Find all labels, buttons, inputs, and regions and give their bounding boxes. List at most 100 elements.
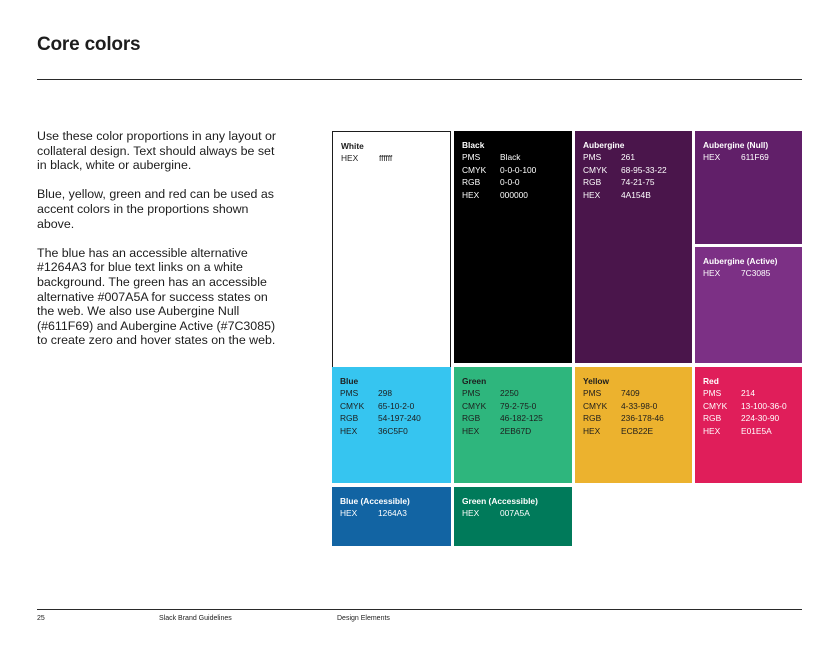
swatch-yellow: Yellow PMS 7409 CMYK 4-33-98-0 RGB 236-178-46 H… bbox=[575, 367, 692, 483]
spec-label: PMS bbox=[340, 388, 359, 399]
spec-label: RGB bbox=[462, 177, 481, 188]
swatch-spec-row: RGB 0-0-0 bbox=[462, 176, 564, 188]
spec-label: HEX bbox=[462, 425, 480, 436]
bottom-divider bbox=[37, 609, 802, 610]
paragraph-accents: Blue, yellow, green and red can be used … bbox=[37, 187, 274, 231]
swatch-name: Green (Accessible) bbox=[462, 496, 538, 506]
paragraph-accessible: The blue has an accessible alternative #… bbox=[37, 245, 276, 348]
spec-label: HEX bbox=[462, 508, 480, 519]
swatch-spec-row: PMS Black bbox=[462, 151, 564, 163]
spec-label: HEX bbox=[462, 189, 480, 200]
spec-value: 7C3085 bbox=[741, 268, 771, 279]
spec-value: 4-33-98-0 bbox=[621, 400, 658, 411]
swatch-spec-row: HEX 4A154B bbox=[583, 189, 684, 201]
spec-value: ffffff bbox=[379, 153, 393, 164]
swatch-name: White bbox=[341, 141, 364, 151]
body-text: Use these color proportions in any layou… bbox=[37, 129, 287, 363]
swatch-spec-row: HEX 007A5A bbox=[462, 507, 564, 519]
spec-value: 74-21-75 bbox=[621, 177, 655, 188]
swatch-spec-row: HEX 2EB67D bbox=[462, 425, 564, 437]
spec-value: ECB22E bbox=[621, 425, 654, 436]
top-divider bbox=[37, 79, 802, 80]
spec-value: 611F69 bbox=[741, 152, 769, 163]
swatch-spec-row: PMS 2250 bbox=[462, 387, 564, 399]
paragraph-proportions: Use these color proportions in any layou… bbox=[37, 129, 276, 173]
spec-value: 4A154B bbox=[621, 189, 651, 200]
page-number: 25 bbox=[37, 615, 45, 622]
swatch-spec-row: CMYK 65-10-2-0 bbox=[340, 400, 443, 412]
swatch-spec-row: RGB 224-30-90 bbox=[703, 412, 794, 424]
swatch-spec-row: RGB 236-178-46 bbox=[583, 412, 684, 424]
spec-label: PMS bbox=[583, 388, 602, 399]
spec-label: CMYK bbox=[583, 400, 608, 411]
spec-value: 2250 bbox=[500, 388, 519, 399]
swatch-name: Green bbox=[462, 376, 487, 386]
swatch-spec-row: HEX 7C3085 bbox=[703, 267, 794, 279]
spec-label: PMS bbox=[462, 152, 481, 163]
spec-value: 1264A3 bbox=[378, 508, 407, 519]
spec-label: HEX bbox=[583, 189, 601, 200]
spec-label: PMS bbox=[703, 388, 722, 399]
swatch-spec-row: HEX 611F69 bbox=[703, 151, 794, 163]
spec-label: HEX bbox=[340, 425, 358, 436]
spec-label: CMYK bbox=[583, 164, 608, 175]
swatch-name: Blue (Accessible) bbox=[340, 496, 410, 506]
swatch-spec-row: HEX ECB22E bbox=[583, 425, 684, 437]
spec-value: 54-197-240 bbox=[378, 413, 421, 424]
spec-value: 0-0-0 bbox=[500, 177, 520, 188]
spec-label: PMS bbox=[462, 388, 481, 399]
spec-label: CMYK bbox=[462, 164, 487, 175]
spec-label: HEX bbox=[341, 153, 359, 164]
spec-label: RGB bbox=[462, 413, 481, 424]
spec-value: E01E5A bbox=[741, 425, 772, 436]
spec-value: Black bbox=[500, 152, 521, 163]
swatch-spec-row: PMS 261 bbox=[583, 151, 684, 163]
swatch-red: Red PMS 214 CMYK 13-100-36-0 RGB 224-30-90 HEX E… bbox=[695, 367, 802, 483]
swatch-name: Blue bbox=[340, 376, 359, 386]
swatch-name: Black bbox=[462, 140, 485, 150]
swatch-name: Red bbox=[703, 376, 719, 386]
spec-label: RGB bbox=[583, 413, 602, 424]
spec-label: HEX bbox=[583, 425, 601, 436]
swatch-spec-row: CMYK 13-100-36-0 bbox=[703, 400, 794, 412]
swatch-spec-row: CMYK 68-95-33-22 bbox=[583, 164, 684, 176]
swatch-blue-accessible: Blue (Accessible) HEX 1264A3 bbox=[332, 487, 451, 546]
swatch-name: Aubergine (Active) bbox=[703, 256, 778, 266]
spec-value: 7409 bbox=[621, 388, 640, 399]
spec-label: CMYK bbox=[462, 400, 487, 411]
spec-value: 007A5A bbox=[500, 508, 530, 519]
swatch-name: Aubergine bbox=[583, 140, 625, 150]
swatch-spec-row: HEX 1264A3 bbox=[340, 507, 443, 519]
swatch-spec-row: CMYK 0-0-0-100 bbox=[462, 164, 564, 176]
spec-label: HEX bbox=[340, 508, 358, 519]
swatch-aubergine-null: Aubergine (Null) HEX 611F69 bbox=[695, 131, 802, 244]
swatch-green-accessible: Green (Accessible) HEX 007A5A bbox=[454, 487, 572, 546]
spec-value: 2EB67D bbox=[500, 425, 532, 436]
spec-value: 36C5F0 bbox=[378, 425, 408, 436]
spec-label: PMS bbox=[583, 152, 602, 163]
swatch-black: Black PMS Black CMYK 0-0-0-100 RGB 0-0-0 HEX 000… bbox=[454, 131, 572, 363]
swatch-spec-row: PMS 214 bbox=[703, 387, 794, 399]
spec-value: 298 bbox=[378, 388, 392, 399]
spec-value: 214 bbox=[741, 388, 755, 399]
spec-value: 0-0-0-100 bbox=[500, 164, 537, 175]
swatch-spec-row: HEX 000000 bbox=[462, 189, 564, 201]
swatch-spec-row: RGB 74-21-75 bbox=[583, 176, 684, 188]
doc-title: Slack Brand Guidelines bbox=[159, 615, 232, 622]
swatch-aubergine-active: Aubergine (Active) HEX 7C3085 bbox=[695, 247, 802, 363]
swatch-spec-row: HEX E01E5A bbox=[703, 425, 794, 437]
spec-label: RGB bbox=[703, 413, 722, 424]
swatch-spec-row: PMS 298 bbox=[340, 387, 443, 399]
swatch-name: Aubergine (Null) bbox=[703, 140, 769, 150]
swatch-name: Yellow bbox=[583, 376, 610, 386]
spec-value: 65-10-2-0 bbox=[378, 400, 415, 411]
spec-value: 68-95-33-22 bbox=[621, 164, 667, 175]
spec-label: HEX bbox=[703, 425, 721, 436]
swatch-spec-row: CMYK 4-33-98-0 bbox=[583, 400, 684, 412]
spec-value: 261 bbox=[621, 152, 635, 163]
spec-value: 46-182-125 bbox=[500, 413, 543, 424]
section-name: Design Elements bbox=[337, 615, 390, 622]
spec-label: CMYK bbox=[340, 400, 365, 411]
spec-label: HEX bbox=[703, 152, 721, 163]
swatch-spec-row: HEX ffffff bbox=[341, 152, 442, 164]
